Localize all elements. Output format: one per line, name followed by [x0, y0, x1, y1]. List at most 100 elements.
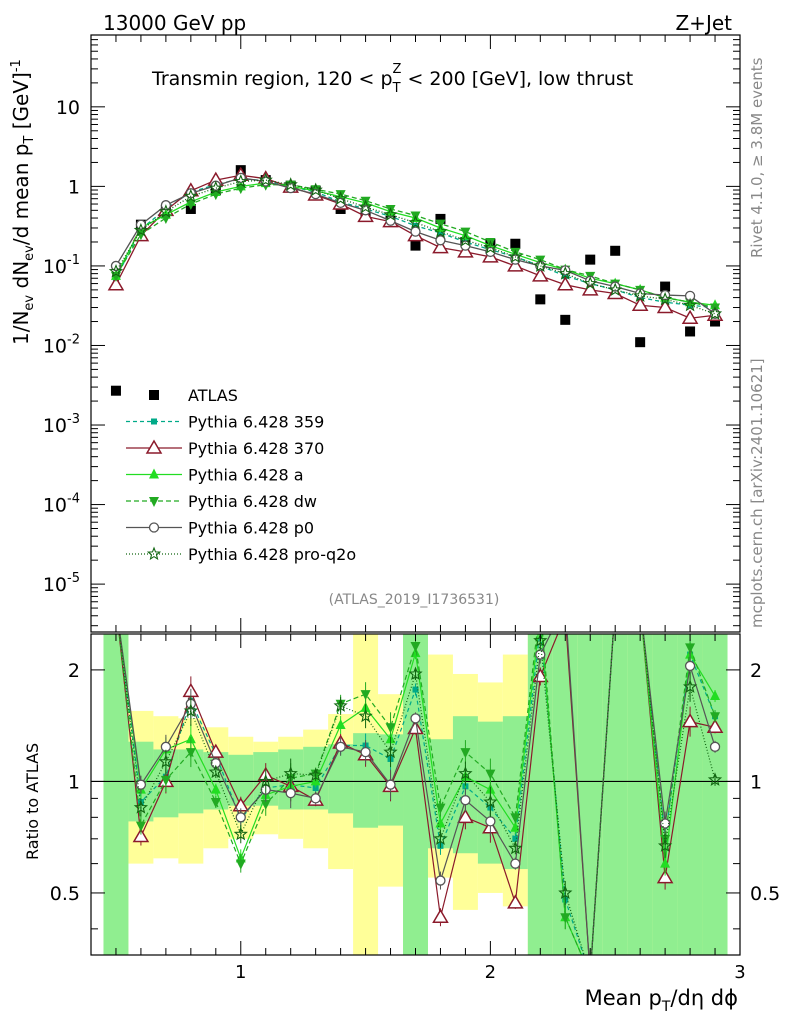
ratio-point-p359 — [412, 686, 419, 693]
point-atlas — [110, 385, 121, 396]
ratio-y-tick-label-right: 1 — [750, 771, 762, 793]
mcplots-label: mcplots.cern.ch [arXiv:2401.10621] — [748, 358, 766, 628]
point-pq2o — [483, 240, 498, 254]
ratio-y-tick-label-right: 0.5 — [750, 883, 780, 905]
ratio-point-pp0 — [135, 779, 147, 790]
ratio-point-pdw — [210, 797, 221, 808]
y-tick-label: 10-2 — [43, 332, 80, 357]
legend-label-p370: Pythia 6.428 370 — [188, 439, 324, 458]
legend-marker-p370 — [145, 439, 163, 454]
point-pp0 — [410, 226, 421, 237]
ratio-point-p370 — [457, 808, 474, 824]
main-series-group — [107, 165, 724, 396]
ratio-point-p370 — [432, 908, 449, 923]
x-tick-label: 2 — [485, 962, 496, 983]
ratio-point-pdw — [360, 690, 371, 701]
legend-label-pp0: Pythia 6.428 p0 — [188, 519, 314, 538]
ratio-point-pq2o — [208, 764, 223, 779]
point-pdw — [185, 200, 196, 211]
ratio-point-pp0 — [335, 741, 346, 752]
ratio-y-tick-label-left: 2 — [68, 660, 80, 682]
point-pq2o — [508, 249, 523, 263]
ratio-point-p359 — [512, 835, 519, 842]
point-pq2o — [158, 204, 174, 218]
y-tick-label: 10-3 — [43, 412, 80, 437]
point-pq2o — [183, 188, 199, 203]
ratio-point-pp0 — [310, 793, 321, 804]
ratio-point-pa — [710, 690, 721, 701]
band-green-bin — [702, 634, 728, 955]
point-pq2o — [458, 232, 473, 247]
ratio-point-pp0 — [435, 875, 446, 886]
point-pq2o — [657, 291, 673, 306]
ratio-y-tick-label-left: 0.5 — [50, 883, 80, 905]
ratio-point-pdw — [485, 769, 496, 780]
ratio-point-pq2o — [657, 838, 673, 852]
y-tick-label: 10 — [56, 97, 80, 119]
y-axis-label-main: 1/Nev dNev/d mean pT [GeV]-1 — [9, 59, 37, 345]
point-atlas — [560, 314, 571, 325]
ratio-point-pp0 — [360, 746, 371, 758]
text-group: 13000 GeV pp Z+Jet Transmin region, 120 … — [9, 11, 766, 1015]
ratio-y-tick-label-left: 1 — [68, 771, 80, 793]
ratio-point-pa — [660, 857, 671, 868]
point-pdw — [235, 184, 246, 195]
point-atlas — [610, 245, 621, 256]
y-tick-label: 10-1 — [43, 253, 80, 278]
point-atlas — [685, 326, 696, 337]
legend-label-pa: Pythia 6.428 a — [188, 466, 304, 485]
y-tick-label: 10-4 — [43, 492, 80, 517]
rivet-label: Rivet 4.1.0, ≥ 3.8M events — [748, 57, 766, 258]
axes-group: 1 2 3 10-5 10-4 10-3 10-2 10-1 1 10 0.5 0.5 1 1 2 2 — [43, 34, 780, 983]
point-pq2o — [632, 288, 648, 303]
ratio-point-pdw — [560, 913, 571, 924]
point-pq2o — [283, 177, 298, 191]
ratio-point-pq2o — [508, 840, 523, 855]
legend-label-pq2o: Pythia 6.428 pro-q2o — [188, 545, 356, 564]
point-pq2o — [208, 180, 223, 195]
ratio-point-pdw — [185, 748, 196, 759]
point-pq2o — [308, 182, 323, 197]
ratio-point-pp0 — [410, 713, 421, 724]
ratio-point-pq2o — [682, 679, 698, 693]
point-pq2o — [682, 297, 698, 312]
point-atlas — [535, 294, 546, 305]
ratio-point-pq2o — [458, 766, 473, 780]
legend: ATLAS Pythia 6.428 359 Pythia 6.428 370 Pyt… — [126, 386, 356, 564]
point-pq2o — [533, 258, 548, 273]
legend-item-pp0: Pythia 6.428 p0 — [126, 519, 314, 538]
point-p370 — [681, 309, 699, 324]
point-pq2o — [358, 199, 373, 214]
ratio-point-pdw — [385, 723, 396, 734]
point-pq2o — [558, 266, 573, 280]
band-green-bin — [602, 634, 628, 955]
point-pq2o — [408, 215, 423, 229]
point-pdw — [335, 190, 346, 201]
point-atlas — [660, 281, 671, 292]
point-p370 — [532, 267, 549, 282]
ratio-point-pdw — [235, 859, 246, 870]
ratio-point-pq2o — [308, 767, 323, 782]
legend-marker-p359 — [151, 418, 157, 425]
legend-label-p359: Pythia 6.428 359 — [188, 413, 324, 432]
ratio-point-pq2o — [333, 698, 348, 712]
point-p370 — [457, 243, 474, 258]
ratio-point-pq2o — [258, 773, 273, 788]
legend-label-pdw: Pythia 6.428 dw — [188, 492, 317, 511]
point-p370 — [556, 276, 574, 291]
legend-item-p359: Pythia 6.428 359 — [126, 413, 324, 432]
ratio-point-pp0 — [659, 818, 671, 829]
legend-item-pa: Pythia 6.428 a — [126, 466, 304, 485]
legend-marker-pa — [149, 468, 159, 479]
ratio-point-pp0 — [385, 779, 396, 790]
legend-item-pq2o: Pythia 6.428 pro-q2o — [126, 545, 356, 564]
point-pp0 — [435, 235, 446, 246]
point-pq2o — [233, 174, 248, 188]
series-line-pq2o — [115, 179, 716, 315]
band-green-bin — [577, 634, 603, 955]
header-right: Z+Jet — [675, 11, 732, 35]
legend-item-p370: Pythia 6.428 370 — [126, 439, 324, 458]
point-p370 — [656, 299, 674, 314]
point-pp0 — [560, 265, 571, 276]
ratio-point-pdw — [410, 642, 421, 653]
